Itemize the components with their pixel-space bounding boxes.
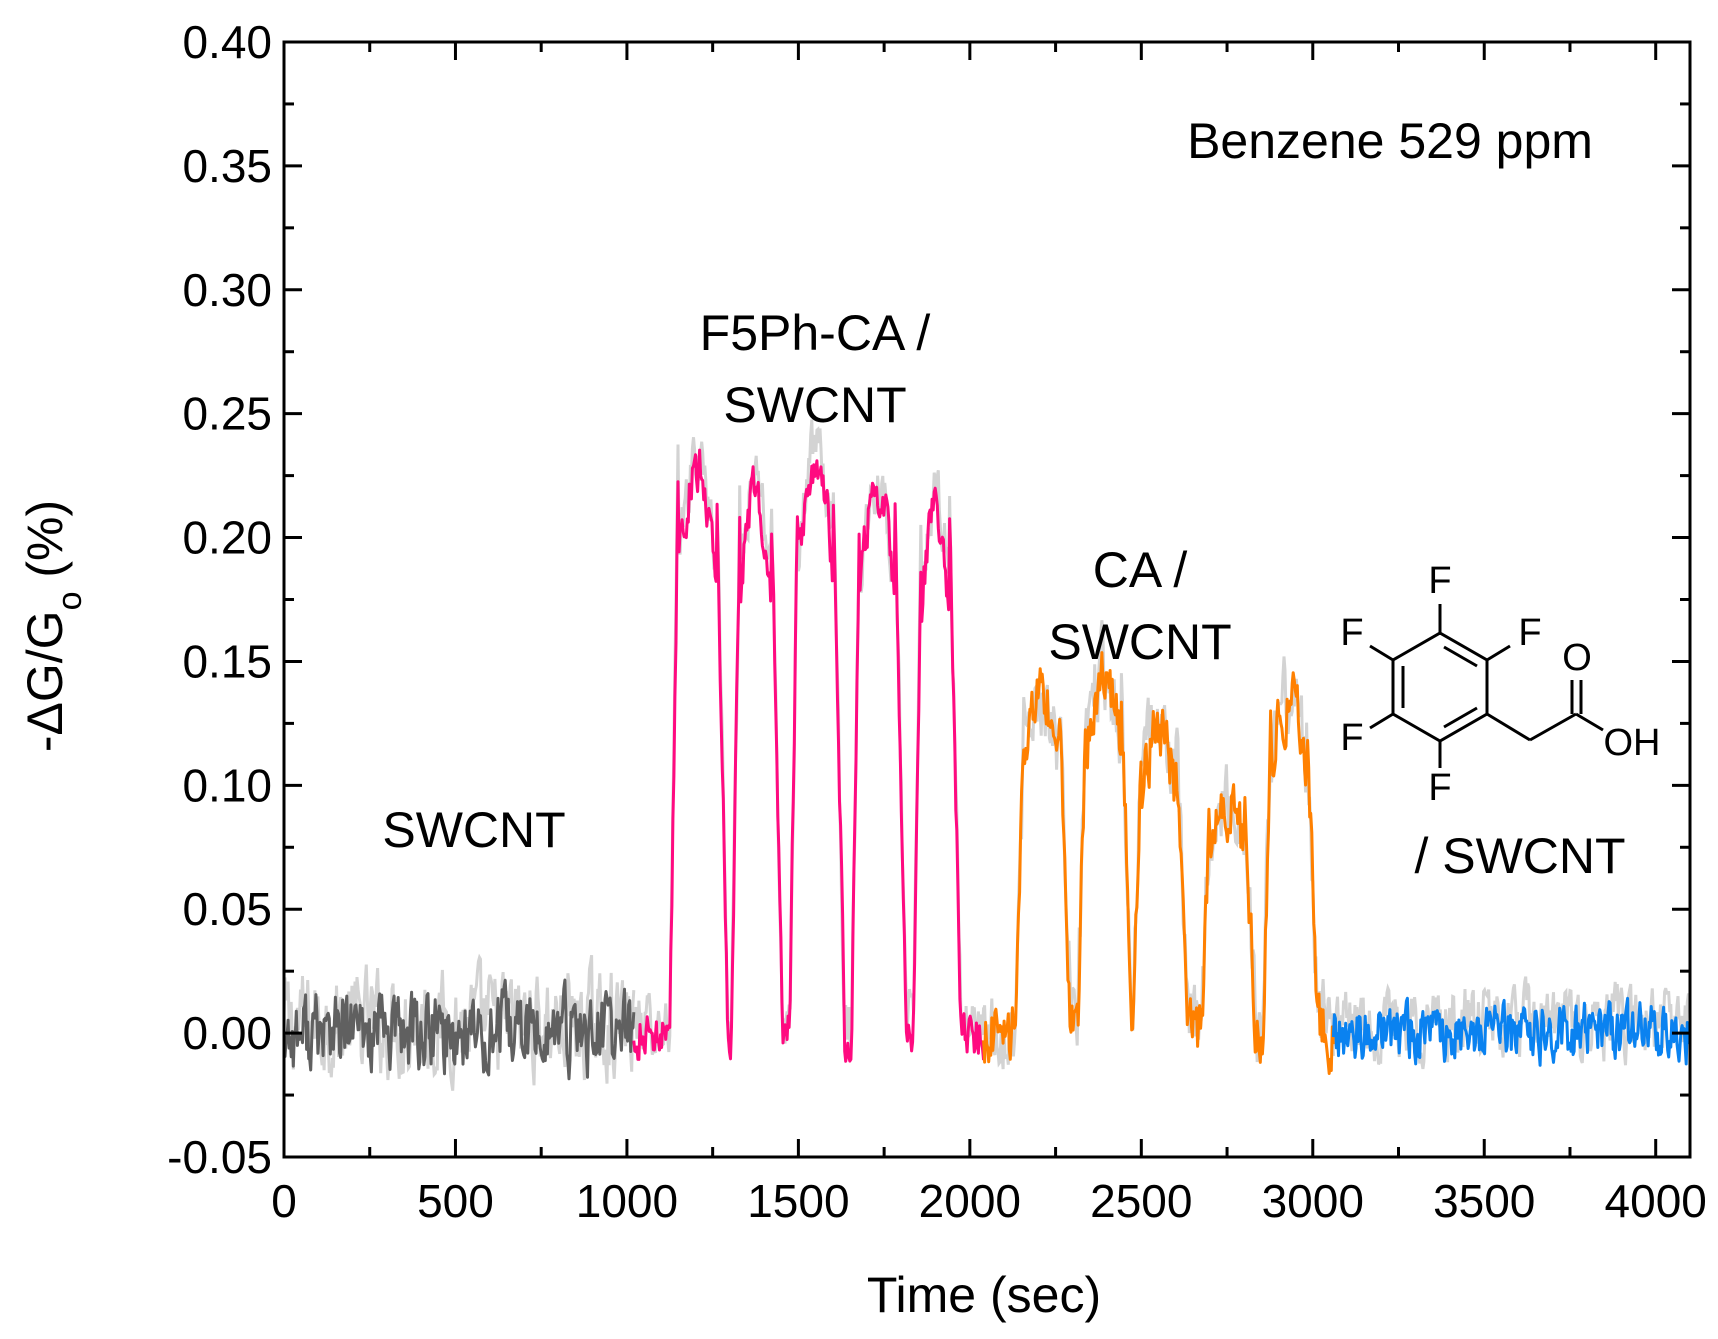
atom-oh: OH — [1604, 722, 1661, 764]
y-axis-title-main: -ΔG/G — [17, 610, 73, 752]
y-tick-label: 0.25 — [182, 388, 272, 440]
molecule-structure — [1369, 604, 1604, 768]
axes: 0 500 1000 1500 2000 2500 3000 3500 4000 -0.05 0.0… — [167, 16, 1707, 1227]
bond-carbonyl-carbon — [1529, 712, 1577, 742]
y-tick-label: 0.05 — [182, 883, 272, 935]
series-traces — [282, 448, 1691, 1081]
x-tick-label: 1500 — [747, 1175, 849, 1227]
y-tick-label: 0.35 — [182, 140, 272, 192]
molecule-atoms: F F F F F O OH — [1340, 560, 1660, 809]
x-tick-label: 2000 — [919, 1175, 1021, 1227]
y-tick-label: 0.10 — [182, 759, 272, 811]
benzene-annotation: Benzene 529 ppm — [1187, 113, 1593, 169]
ring-double-bond-3 — [1443, 706, 1478, 729]
y-tick-label: -0.05 — [167, 1131, 272, 1183]
y-tick-label: 0.15 — [182, 635, 272, 687]
x-tick-label: 0 — [271, 1175, 297, 1227]
atom-f-top: F — [1428, 560, 1451, 602]
bond-f-upper-right — [1486, 644, 1511, 662]
series-trace--swcnt — [1331, 996, 1691, 1067]
series-label-swcnt: SWCNT — [382, 802, 565, 858]
y-axis-title-subscript: o — [51, 592, 89, 611]
y-axis-title: -ΔG/Go (%) — [17, 500, 89, 752]
atom-f-lower-left: F — [1340, 717, 1363, 759]
series-label-f5ph-ca-line2: SWCNT — [723, 377, 906, 433]
x-tick-label: 4000 — [1605, 1175, 1707, 1227]
bond-c-oh — [1575, 712, 1604, 732]
ring-double-bond-1 — [1443, 645, 1478, 668]
series-trace-swcnt — [282, 978, 636, 1081]
x-axis-title: Time (sec) — [867, 1267, 1101, 1323]
atom-f-upper-left: F — [1340, 612, 1363, 654]
series-trace-ca-swcnt — [982, 651, 1335, 1075]
series-trace-f5ph-ca-swcnt — [632, 448, 986, 1063]
series-label-f5ph-ca-line1: F5Ph-CA / — [700, 305, 931, 361]
series-label-f5ph-swcnt: / SWCNT — [1414, 828, 1625, 884]
x-tick-label: 2500 — [1090, 1175, 1192, 1227]
atom-o: O — [1562, 637, 1592, 679]
series-label-ca-line2: SWCNT — [1048, 614, 1231, 670]
atom-f-upper-right: F — [1518, 612, 1541, 654]
bond-f-lower-left — [1369, 712, 1394, 730]
series-label-ca-line1: CA / — [1093, 542, 1188, 598]
bond-f-upper-left — [1369, 644, 1394, 662]
x-tick-label: 1000 — [576, 1175, 678, 1227]
x-tick-label: 500 — [417, 1175, 494, 1227]
y-tick-label: 0.40 — [182, 16, 272, 68]
y-axis-title-unit: (%) — [17, 500, 73, 592]
x-tick-label: 3500 — [1433, 1175, 1535, 1227]
atom-f-bottom: F — [1428, 767, 1451, 809]
reference-trace-3 — [1331, 976, 1690, 1070]
y-tick-label: 0.20 — [182, 512, 272, 564]
bond-ch2 — [1486, 712, 1531, 742]
y-tick-label: 0.30 — [182, 264, 272, 316]
x-tick-label: 3000 — [1262, 1175, 1364, 1227]
y-tick-label: 0.00 — [182, 1007, 272, 1059]
